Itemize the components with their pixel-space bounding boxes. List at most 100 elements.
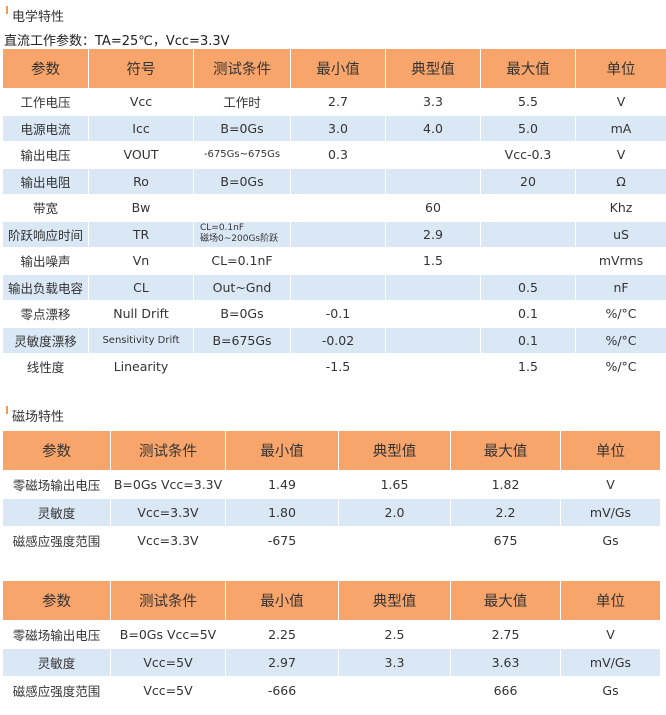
table-row: 灵敏度漂移 Sensitivity Drift B=675Gs -0.02 0.1 %/°…: [2, 326, 666, 354]
table-cell: VOUT: [88, 141, 194, 169]
table-cell: 2.5: [338, 620, 451, 649]
table-cell: [338, 676, 451, 705]
table-row: 磁感应强度范围 Vcc=5V -666 666 Gs: [2, 676, 661, 705]
table-cell: 60: [385, 194, 481, 222]
header-cell: 最大值: [450, 580, 561, 621]
table-cell: 1.80: [225, 498, 339, 527]
table-cell: CL=0.1nF: [193, 247, 291, 275]
table-cell: 磁感应强度范围: [2, 526, 111, 555]
table-cell: 3.0: [290, 114, 386, 142]
table-cell: 输出噪声: [2, 247, 89, 275]
table-cell: Khz: [575, 194, 666, 222]
table-cell: 线性度: [2, 353, 89, 381]
table-cell: mVrms: [575, 247, 666, 275]
table-cell: [338, 526, 451, 555]
header-row: 参数 测试条件 最小值 典型值 最大值 单位: [2, 430, 661, 471]
table-cell: 零磁场输出电压: [2, 470, 111, 499]
table-cell: B=675Gs: [193, 326, 291, 354]
table-cell: 1.49: [225, 470, 339, 499]
table-cell: Gs: [560, 526, 661, 555]
section-title: 磁场特性: [6, 406, 64, 425]
table-cell: uS: [575, 220, 666, 248]
table-cell: 工作电压: [2, 88, 89, 116]
table-cell: 2.25: [225, 620, 339, 649]
header-cell: 典型值: [338, 430, 451, 471]
table-cell: [385, 326, 481, 354]
table-cell: %/°C: [575, 353, 666, 381]
table-cell: 工作时: [193, 88, 291, 116]
header-cell: 单位: [575, 48, 666, 89]
table-cell: TR: [88, 220, 194, 248]
table-cell: Gs: [560, 676, 661, 705]
table-cell: 4.0: [385, 114, 481, 142]
table-cell: [480, 194, 576, 222]
header-cell: 最小值: [225, 430, 339, 471]
header-cell: 测试条件: [110, 430, 226, 471]
table-cell: 阶跃响应时间: [2, 220, 89, 248]
table-cell: B=0Gs Vcc=3.3V: [110, 470, 226, 499]
table-cell: [290, 247, 386, 275]
table-cell: 0.3: [290, 141, 386, 169]
header-cell: 参数: [2, 48, 89, 89]
header-cell: 典型值: [338, 580, 451, 621]
table-cell: 输出电阻: [2, 167, 89, 195]
table-cell: Bw: [88, 194, 194, 222]
table-cell: Vn: [88, 247, 194, 275]
table-cell: %/°C: [575, 300, 666, 328]
table-cell: mV/Gs: [560, 498, 661, 527]
table-cell: Vcc-0.3: [480, 141, 576, 169]
table-cell: B=0Gs Vcc=5V: [110, 620, 226, 649]
table-cell: V: [575, 141, 666, 169]
table-cell: 675: [450, 526, 561, 555]
table-cell: 666: [450, 676, 561, 705]
table-cell: 零点漂移: [2, 300, 89, 328]
table-cell: V: [575, 88, 666, 116]
table-cell: [385, 300, 481, 328]
table-cell: [385, 353, 481, 381]
table-cell: 零磁场输出电压: [2, 620, 111, 649]
table-cell: 2.2: [450, 498, 561, 527]
table-cell: 带宽: [2, 194, 89, 222]
table-cell: 5.0: [480, 114, 576, 142]
subtitle: 直流工作参数：TA=25℃，Vcc=3.3V: [4, 34, 230, 49]
table-cell: -666: [225, 676, 339, 705]
table: 参数 测试条件 最小值 典型值 最大值 单位 零磁场输出电压 B=0Gs Vcc=5V 2.25…: [2, 580, 661, 705]
table-row: 灵敏度 Vcc=5V 2.97 3.3 3.63 mV/Gs: [2, 648, 661, 677]
table-cell: 0.1: [480, 300, 576, 328]
header-cell: 测试条件: [193, 48, 291, 89]
table-row: 零点漂移 Null Drift B=0Gs -0.1 0.1 %/°C: [2, 300, 666, 328]
header-cell: 参数: [2, 430, 111, 471]
table-cell: [193, 353, 291, 381]
header-cell: 参数: [2, 580, 111, 621]
table-cell: 1.65: [338, 470, 451, 499]
table-cell: 1.82: [450, 470, 561, 499]
table-cell: 0.5: [480, 273, 576, 301]
table-cell: Linearity: [88, 353, 194, 381]
table-cell: 2.75: [450, 620, 561, 649]
table-cell: 3.3: [385, 88, 481, 116]
table-cell: 1.5: [385, 247, 481, 275]
table-cell: V: [560, 620, 661, 649]
table-cell: 2.9: [385, 220, 481, 248]
table-row: 工作电压 Vcc 工作时 2.7 3.3 5.5 V: [2, 88, 666, 116]
table: 参数 符号 测试条件 最小值 典型值 最大值 单位 工作电压 Vcc 工作时 2.7 3.3 5.5 V 电…: [2, 48, 666, 381]
table-row: 零磁场输出电压 B=0Gs Vcc=3.3V 1.49 1.65 1.82 V: [2, 470, 661, 499]
table-cell: [480, 247, 576, 275]
table-cell: 5.5: [480, 88, 576, 116]
table-cell: [385, 273, 481, 301]
table-cell: [290, 194, 386, 222]
table-cell: 2.97: [225, 648, 339, 677]
table-cell: %/°C: [575, 326, 666, 354]
table-cell: [385, 167, 481, 195]
table-cell: CL: [88, 273, 194, 301]
table-cell: Vcc: [88, 88, 194, 116]
table-cell: Vcc=3.3V: [110, 498, 226, 527]
table-cell: [290, 167, 386, 195]
header-cell: 单位: [560, 580, 661, 621]
table-cell: [385, 141, 481, 169]
table-row: 输出电阻 Ro B=0Gs 20 Ω: [2, 167, 666, 195]
table-cell: Vcc=5V: [110, 648, 226, 677]
table-row: 灵敏度 Vcc=3.3V 1.80 2.0 2.2 mV/Gs: [2, 498, 661, 527]
header-cell: 最大值: [480, 48, 576, 89]
table-row: 阶跃响应时间 TR CL=0.1nF 磁场0~200Gs阶跃 2.9 uS: [2, 220, 666, 248]
